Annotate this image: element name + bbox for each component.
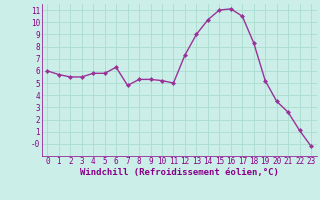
X-axis label: Windchill (Refroidissement éolien,°C): Windchill (Refroidissement éolien,°C) — [80, 168, 279, 177]
